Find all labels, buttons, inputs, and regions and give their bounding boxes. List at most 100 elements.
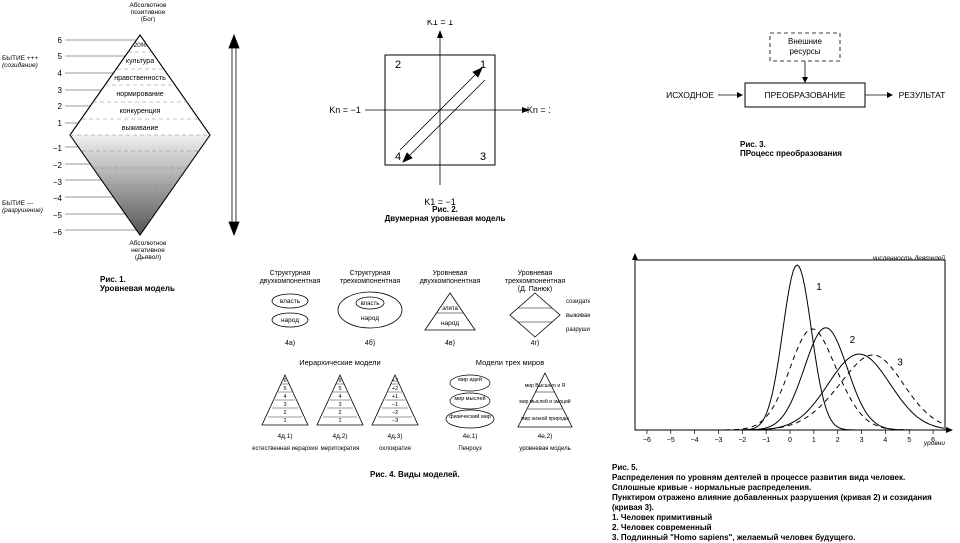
- svg-text:4д,3): 4д,3): [388, 433, 403, 440]
- svg-text:трехкомпонентная: трехкомпонентная: [505, 278, 565, 285]
- svg-text:5: 5: [58, 52, 63, 61]
- svg-text:Структурная: Структурная: [350, 270, 391, 277]
- fig1-lt2: (созидание): [2, 62, 38, 69]
- fig1-caption-num: Рис. 1.: [100, 275, 126, 284]
- fig4-ct: Рис. 4. Виды моделей.: [370, 470, 460, 479]
- svg-text:3: 3: [480, 151, 486, 163]
- svg-text:нормирование: нормирование: [116, 91, 163, 98]
- svg-text:+1: +1: [392, 394, 398, 400]
- svg-text:4е,1): 4е,1): [463, 433, 478, 440]
- svg-text:−4: −4: [53, 194, 63, 203]
- svg-text:уровни: уровни: [923, 440, 945, 447]
- svg-text:3: 3: [897, 357, 903, 368]
- fig1-top-1: Абсолютное: [129, 2, 166, 9]
- svg-text:1: 1: [816, 282, 822, 293]
- svg-text:трехкомпонентная: трехкомпонентная: [340, 278, 400, 285]
- fig5-cn: Рис. 5.: [612, 463, 638, 472]
- svg-text:4е,2): 4е,2): [538, 433, 553, 440]
- svg-text:разрушители: разрушители: [566, 327, 590, 333]
- fig1-lb2: (разрушение): [2, 207, 43, 214]
- svg-text:K1 = 1: K1 = 1: [427, 20, 453, 27]
- fig3-ct: ПРоцесс преобразования: [740, 149, 842, 158]
- svg-text:3: 3: [58, 86, 63, 95]
- fig3-caption: Рис. 3. ПРоцесс преобразования: [740, 140, 842, 158]
- svg-text:выживание: выживание: [122, 125, 159, 132]
- svg-text:мир мыслей: мир мыслей: [454, 395, 485, 402]
- fig1-left-top: БЫТИЕ +++ (созидание): [2, 55, 38, 69]
- fig2-region: K1 = 1 K1 = −1 Kn = −1 Kn = 1 2 1 4 3: [330, 20, 550, 220]
- fig1-top-2: позитивное: [131, 9, 166, 16]
- svg-text:5: 5: [283, 386, 286, 392]
- svg-text:4а): 4а): [285, 340, 295, 347]
- fig5-caption: Рис. 5. Распределения по уровням деятеле…: [612, 463, 957, 543]
- svg-text:Уровневая: Уровневая: [518, 270, 553, 277]
- svg-text:+2: +2: [392, 386, 398, 392]
- svg-text:5: 5: [907, 437, 911, 444]
- svg-text:5: 5: [338, 386, 341, 392]
- svg-text:−6: −6: [53, 228, 63, 237]
- svg-text:2: 2: [850, 335, 856, 346]
- fig1-bot-3: (Дьявол): [135, 254, 161, 261]
- svg-text:2: 2: [338, 410, 341, 416]
- svg-text:−6: −6: [643, 437, 651, 444]
- svg-text:−1: −1: [53, 144, 63, 153]
- svg-text:Kn = −1: Kn = −1: [330, 105, 361, 115]
- svg-text:6: 6: [283, 378, 286, 384]
- svg-text:элита: элита: [442, 306, 458, 312]
- svg-text:−3: −3: [392, 418, 398, 424]
- svg-text:РЕЗУЛЬТАТ: РЕЗУЛЬТАТ: [899, 90, 946, 100]
- svg-text:+3: +3: [392, 378, 398, 384]
- svg-text:3: 3: [283, 402, 286, 408]
- fig5-l2: Сплошные кривые - нормальные распределен…: [612, 483, 811, 492]
- svg-text:Kn = 1: Kn = 1: [527, 105, 550, 115]
- fig1-top-3: (Бог): [141, 16, 156, 23]
- svg-text:ИСХОДНОЕ: ИСХОДНОЕ: [666, 90, 714, 100]
- svg-text:−3: −3: [714, 437, 722, 444]
- svg-text:конкуренция: конкуренция: [120, 108, 161, 115]
- svg-text:ресурсы: ресурсы: [789, 47, 820, 56]
- svg-text:4: 4: [395, 151, 401, 163]
- fig5-l4: 1. Человек примитивный: [612, 513, 712, 522]
- svg-text:мир низкой природы: мир низкой природы: [521, 415, 569, 422]
- fig5-svg: −6−5−4−3−2−10123456 123 численность деят…: [610, 250, 955, 465]
- svg-text:культура: культура: [126, 58, 154, 65]
- svg-text:мир идей: мир идей: [458, 376, 482, 383]
- fig2-ct: Двумерная уровневая модель: [385, 214, 506, 223]
- svg-text:−5: −5: [53, 211, 63, 220]
- svg-text:1: 1: [58, 119, 63, 128]
- fig5-region: −6−5−4−3−2−10123456 123 численность деят…: [610, 250, 955, 470]
- fig3-cn: Рис. 3.: [740, 140, 766, 149]
- svg-text:6: 6: [58, 36, 63, 45]
- svg-text:Уровневая: Уровневая: [433, 270, 468, 277]
- svg-text:выживающие: выживающие: [566, 313, 590, 319]
- svg-text:1: 1: [480, 59, 486, 71]
- fig5-l5: 2. Человек современный: [612, 523, 712, 532]
- svg-text:20%: 20%: [133, 42, 146, 49]
- svg-text:4б): 4б): [365, 339, 375, 347]
- svg-text:власть: власть: [280, 298, 301, 305]
- svg-text:созидатели: созидатели: [566, 299, 590, 305]
- svg-text:4: 4: [883, 437, 887, 444]
- svg-text:4: 4: [283, 394, 286, 400]
- svg-text:мир Высшего и Я: мир Высшего и Я: [525, 383, 566, 389]
- svg-text:2: 2: [58, 102, 63, 111]
- svg-text:Внешние: Внешние: [788, 37, 823, 46]
- svg-text:−1: −1: [392, 402, 398, 408]
- svg-text:уровневая модель: уровневая модель: [519, 446, 570, 452]
- fig4-svg: Структурная двухкомпонентная Структурная…: [250, 265, 590, 490]
- fig1-lb1: БЫТИЕ ---: [2, 200, 33, 207]
- svg-text:−2: −2: [53, 161, 63, 170]
- svg-text:Пенроуз: Пенроуз: [458, 446, 482, 452]
- svg-text:ПРЕОБРАЗОВАНИЕ: ПРЕОБРАЗОВАНИЕ: [765, 90, 846, 100]
- svg-text:1: 1: [812, 437, 816, 444]
- svg-text:естественная иерархия: естественная иерархия: [252, 446, 318, 452]
- svg-text:−4: −4: [691, 437, 699, 444]
- fig1-left-bot: БЫТИЕ --- (разрушение): [2, 200, 43, 214]
- svg-text:власть: власть: [361, 301, 380, 307]
- svg-text:2: 2: [283, 410, 286, 416]
- svg-text:3: 3: [338, 402, 341, 408]
- svg-text:−2: −2: [738, 437, 746, 444]
- svg-text:численность деятелей: численность деятелей: [872, 254, 945, 262]
- svg-text:нравственность: нравственность: [114, 75, 166, 82]
- fig2-cn: Рис. 2.: [432, 205, 458, 214]
